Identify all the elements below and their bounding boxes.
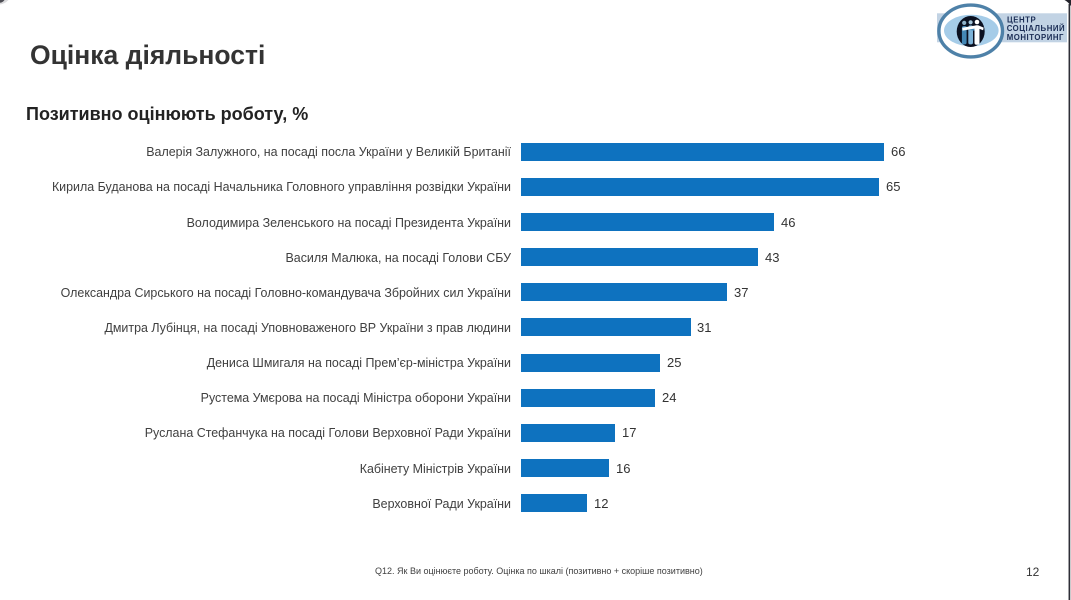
svg-text:СОЦІАЛЬНИЙ: СОЦІАЛЬНИЙ xyxy=(1007,24,1066,33)
svg-text:МОНІТОРИНГ: МОНІТОРИНГ xyxy=(1007,33,1064,42)
svg-text:ЦЕНТР: ЦЕНТР xyxy=(1007,16,1036,25)
